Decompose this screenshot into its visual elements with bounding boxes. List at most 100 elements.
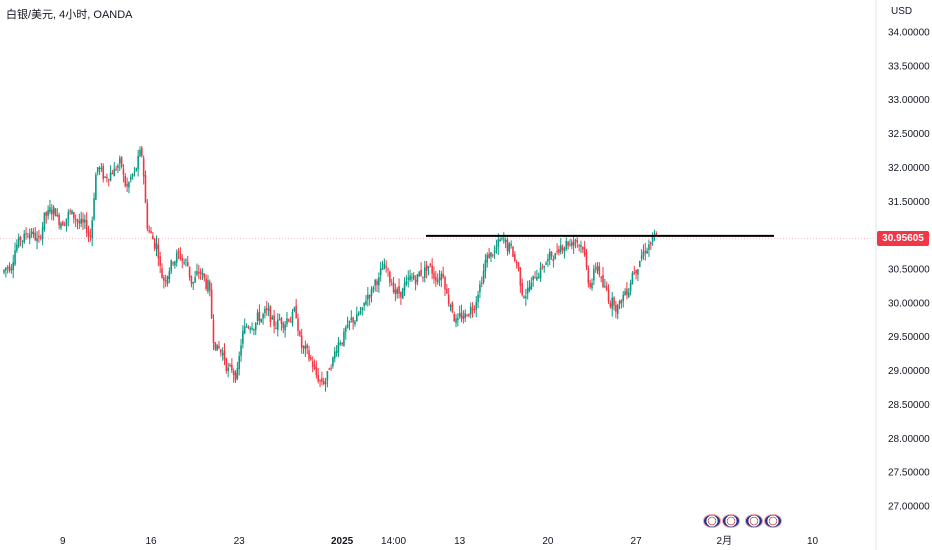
candle-body	[352, 317, 354, 323]
candle-body	[62, 221, 64, 226]
candle-body	[311, 361, 314, 367]
candle-body	[207, 280, 209, 292]
candle-body	[642, 252, 645, 256]
candle-body	[260, 318, 263, 323]
candle-body	[157, 245, 160, 259]
candle-body	[446, 288, 448, 294]
candle-body	[117, 165, 119, 168]
candle-body	[550, 251, 553, 257]
candle-body	[106, 176, 108, 179]
candle-body	[12, 262, 14, 271]
candle-body	[648, 244, 650, 250]
candle-body	[453, 314, 455, 322]
candle-body	[28, 234, 31, 239]
candle-body	[591, 282, 593, 288]
candle-body	[431, 265, 433, 274]
candle-body	[515, 262, 518, 264]
candle-body	[394, 289, 397, 294]
candle-body	[172, 262, 174, 264]
candle-body	[493, 250, 496, 253]
candle-body	[385, 266, 387, 268]
candle-body	[523, 296, 525, 298]
candle-body	[372, 287, 375, 290]
candle-body	[328, 368, 331, 370]
candle-body	[69, 210, 71, 212]
candle-body	[640, 255, 643, 259]
candle-body	[10, 268, 13, 270]
candle-body	[572, 241, 575, 246]
candle-body	[390, 284, 393, 286]
candle-body	[60, 223, 62, 228]
candle-body	[148, 230, 150, 232]
candle-body	[128, 182, 130, 188]
candle-body	[583, 247, 586, 256]
candle-body	[175, 253, 178, 263]
candle-body	[234, 372, 237, 381]
candle-body	[593, 268, 595, 281]
candle-body	[344, 327, 347, 332]
candle-body	[381, 268, 384, 270]
candle-body	[109, 172, 112, 181]
candle-body	[383, 263, 386, 269]
candle-body	[50, 209, 53, 215]
candle-body	[209, 281, 211, 291]
candle-body	[227, 367, 229, 372]
candle-body	[605, 286, 608, 290]
candle-body	[363, 302, 365, 306]
candle-body	[306, 344, 308, 348]
us-flag-icon[interactable]	[764, 514, 782, 528]
candle-body	[403, 283, 406, 291]
candle-body	[238, 356, 240, 369]
candle-body	[365, 300, 367, 305]
candle-body	[232, 370, 235, 376]
candle-body	[570, 242, 573, 246]
candle-body	[85, 220, 88, 233]
candle-body	[262, 314, 264, 319]
candle-body	[418, 271, 421, 277]
candle-body	[65, 218, 68, 226]
candle-body	[205, 278, 207, 289]
candle-body	[236, 368, 239, 379]
y-tick-label: 29.00000	[888, 366, 930, 377]
candle-body	[479, 284, 481, 293]
candle-body	[319, 380, 321, 382]
us-flag-icon[interactable]	[703, 514, 721, 528]
candle-body	[458, 313, 461, 317]
candle-body	[469, 306, 472, 315]
candle-body	[543, 266, 546, 268]
y-tick-label: 28.00000	[888, 434, 930, 445]
candle-body	[466, 315, 468, 317]
candle-body	[563, 248, 566, 252]
candle-body	[89, 235, 92, 237]
candle-body	[594, 267, 597, 269]
candle-body	[616, 304, 619, 314]
candle-body	[129, 176, 132, 180]
candle-body	[275, 327, 277, 329]
candle-body	[339, 343, 342, 345]
candle-body	[622, 294, 625, 302]
candle-body	[379, 268, 382, 276]
candle-body	[425, 264, 428, 271]
candle-body	[392, 282, 395, 293]
candle-body	[422, 276, 424, 278]
candle-body	[361, 307, 364, 311]
candle-body	[6, 267, 9, 269]
candle-body	[126, 183, 128, 187]
candle-body	[264, 308, 266, 313]
candle-body	[249, 328, 252, 330]
us-flag-icon[interactable]	[722, 514, 740, 528]
candle-body	[468, 314, 470, 316]
candle-body	[559, 245, 562, 253]
candle-body	[269, 306, 272, 322]
candle-body	[495, 247, 498, 250]
candle-body	[554, 253, 557, 260]
candle-body	[574, 239, 577, 241]
candle-body	[225, 358, 228, 372]
candle-body	[159, 256, 161, 266]
x-tick-label: 20	[542, 536, 554, 547]
candle-body	[414, 280, 417, 284]
candle-body	[271, 316, 274, 320]
us-flag-icon[interactable]	[745, 514, 763, 528]
candle-body	[304, 345, 307, 350]
